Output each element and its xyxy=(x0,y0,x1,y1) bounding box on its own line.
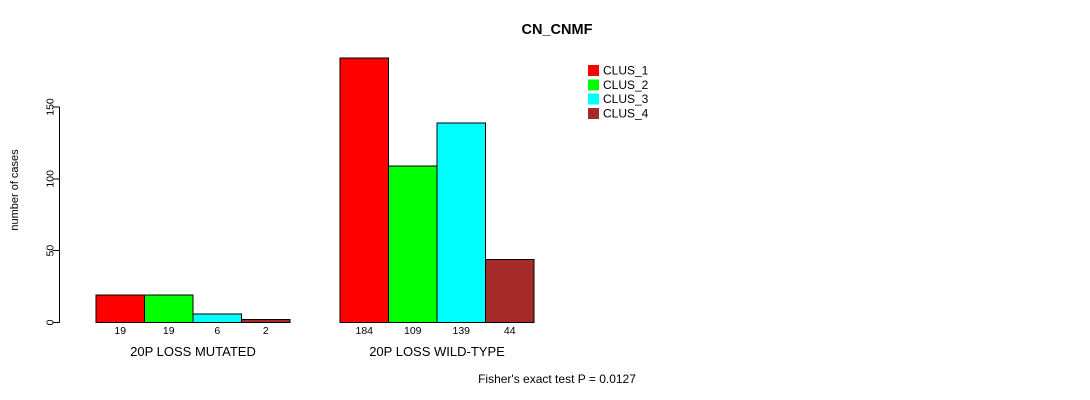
bar-labels: 19 19 6 2 20P LOSS MUTATED 184 109 139 44 20P LOS… xyxy=(114,325,515,359)
bar-value-label: 109 xyxy=(404,325,422,337)
bar-CLUS_3-group2 xyxy=(436,122,486,324)
bar-CLUS_3-group1 xyxy=(192,313,242,324)
y-tick-label: 100 xyxy=(45,170,57,188)
bar-value-label: 6 xyxy=(214,325,220,337)
bar-value-label: 2 xyxy=(263,325,269,337)
bar-value-label: 19 xyxy=(114,325,126,337)
legend-swatch-CLUS_1 xyxy=(588,65,599,76)
legend-label: CLUS_4 xyxy=(603,106,649,120)
bar-value-label: 139 xyxy=(452,325,470,337)
y-tick-label: 150 xyxy=(45,98,57,116)
bar-CLUS_1-group2 xyxy=(339,57,389,324)
bar-groups xyxy=(95,57,535,324)
y-tick-label: 0 xyxy=(45,319,57,325)
legend-label: CLUS_3 xyxy=(603,92,649,106)
legend-swatch-CLUS_2 xyxy=(588,79,599,91)
group-label: 20P LOSS MUTATED xyxy=(130,344,256,359)
bar-value-label: 184 xyxy=(355,325,373,337)
group-label: 20P LOSS WILD-TYPE xyxy=(369,344,505,359)
legend-label: CLUS_2 xyxy=(603,78,649,92)
bar-value-label: 19 xyxy=(163,325,175,337)
chart-title: CN_CNMF xyxy=(522,22,593,38)
bar-CLUS_4-group2 xyxy=(485,258,535,323)
bar-CLUS_2-group2 xyxy=(388,165,438,323)
y-tick-label: 50 xyxy=(45,245,57,257)
legend-swatch-CLUS_3 xyxy=(588,93,599,105)
y-axis: 0 50 100 150 xyxy=(45,98,60,325)
fisher-test-annotation: Fisher's exact test P = 0.0127 xyxy=(478,372,636,386)
bar-value-label: 44 xyxy=(504,325,516,337)
y-axis-title: number of cases xyxy=(9,149,21,231)
legend-label: CLUS_1 xyxy=(603,64,649,78)
legend-swatch-CLUS_4 xyxy=(588,107,599,119)
bar-CLUS_2-group1 xyxy=(144,294,194,324)
bar-CLUS_4-group1 xyxy=(241,319,291,324)
bar-CLUS_1-group1 xyxy=(95,294,145,324)
